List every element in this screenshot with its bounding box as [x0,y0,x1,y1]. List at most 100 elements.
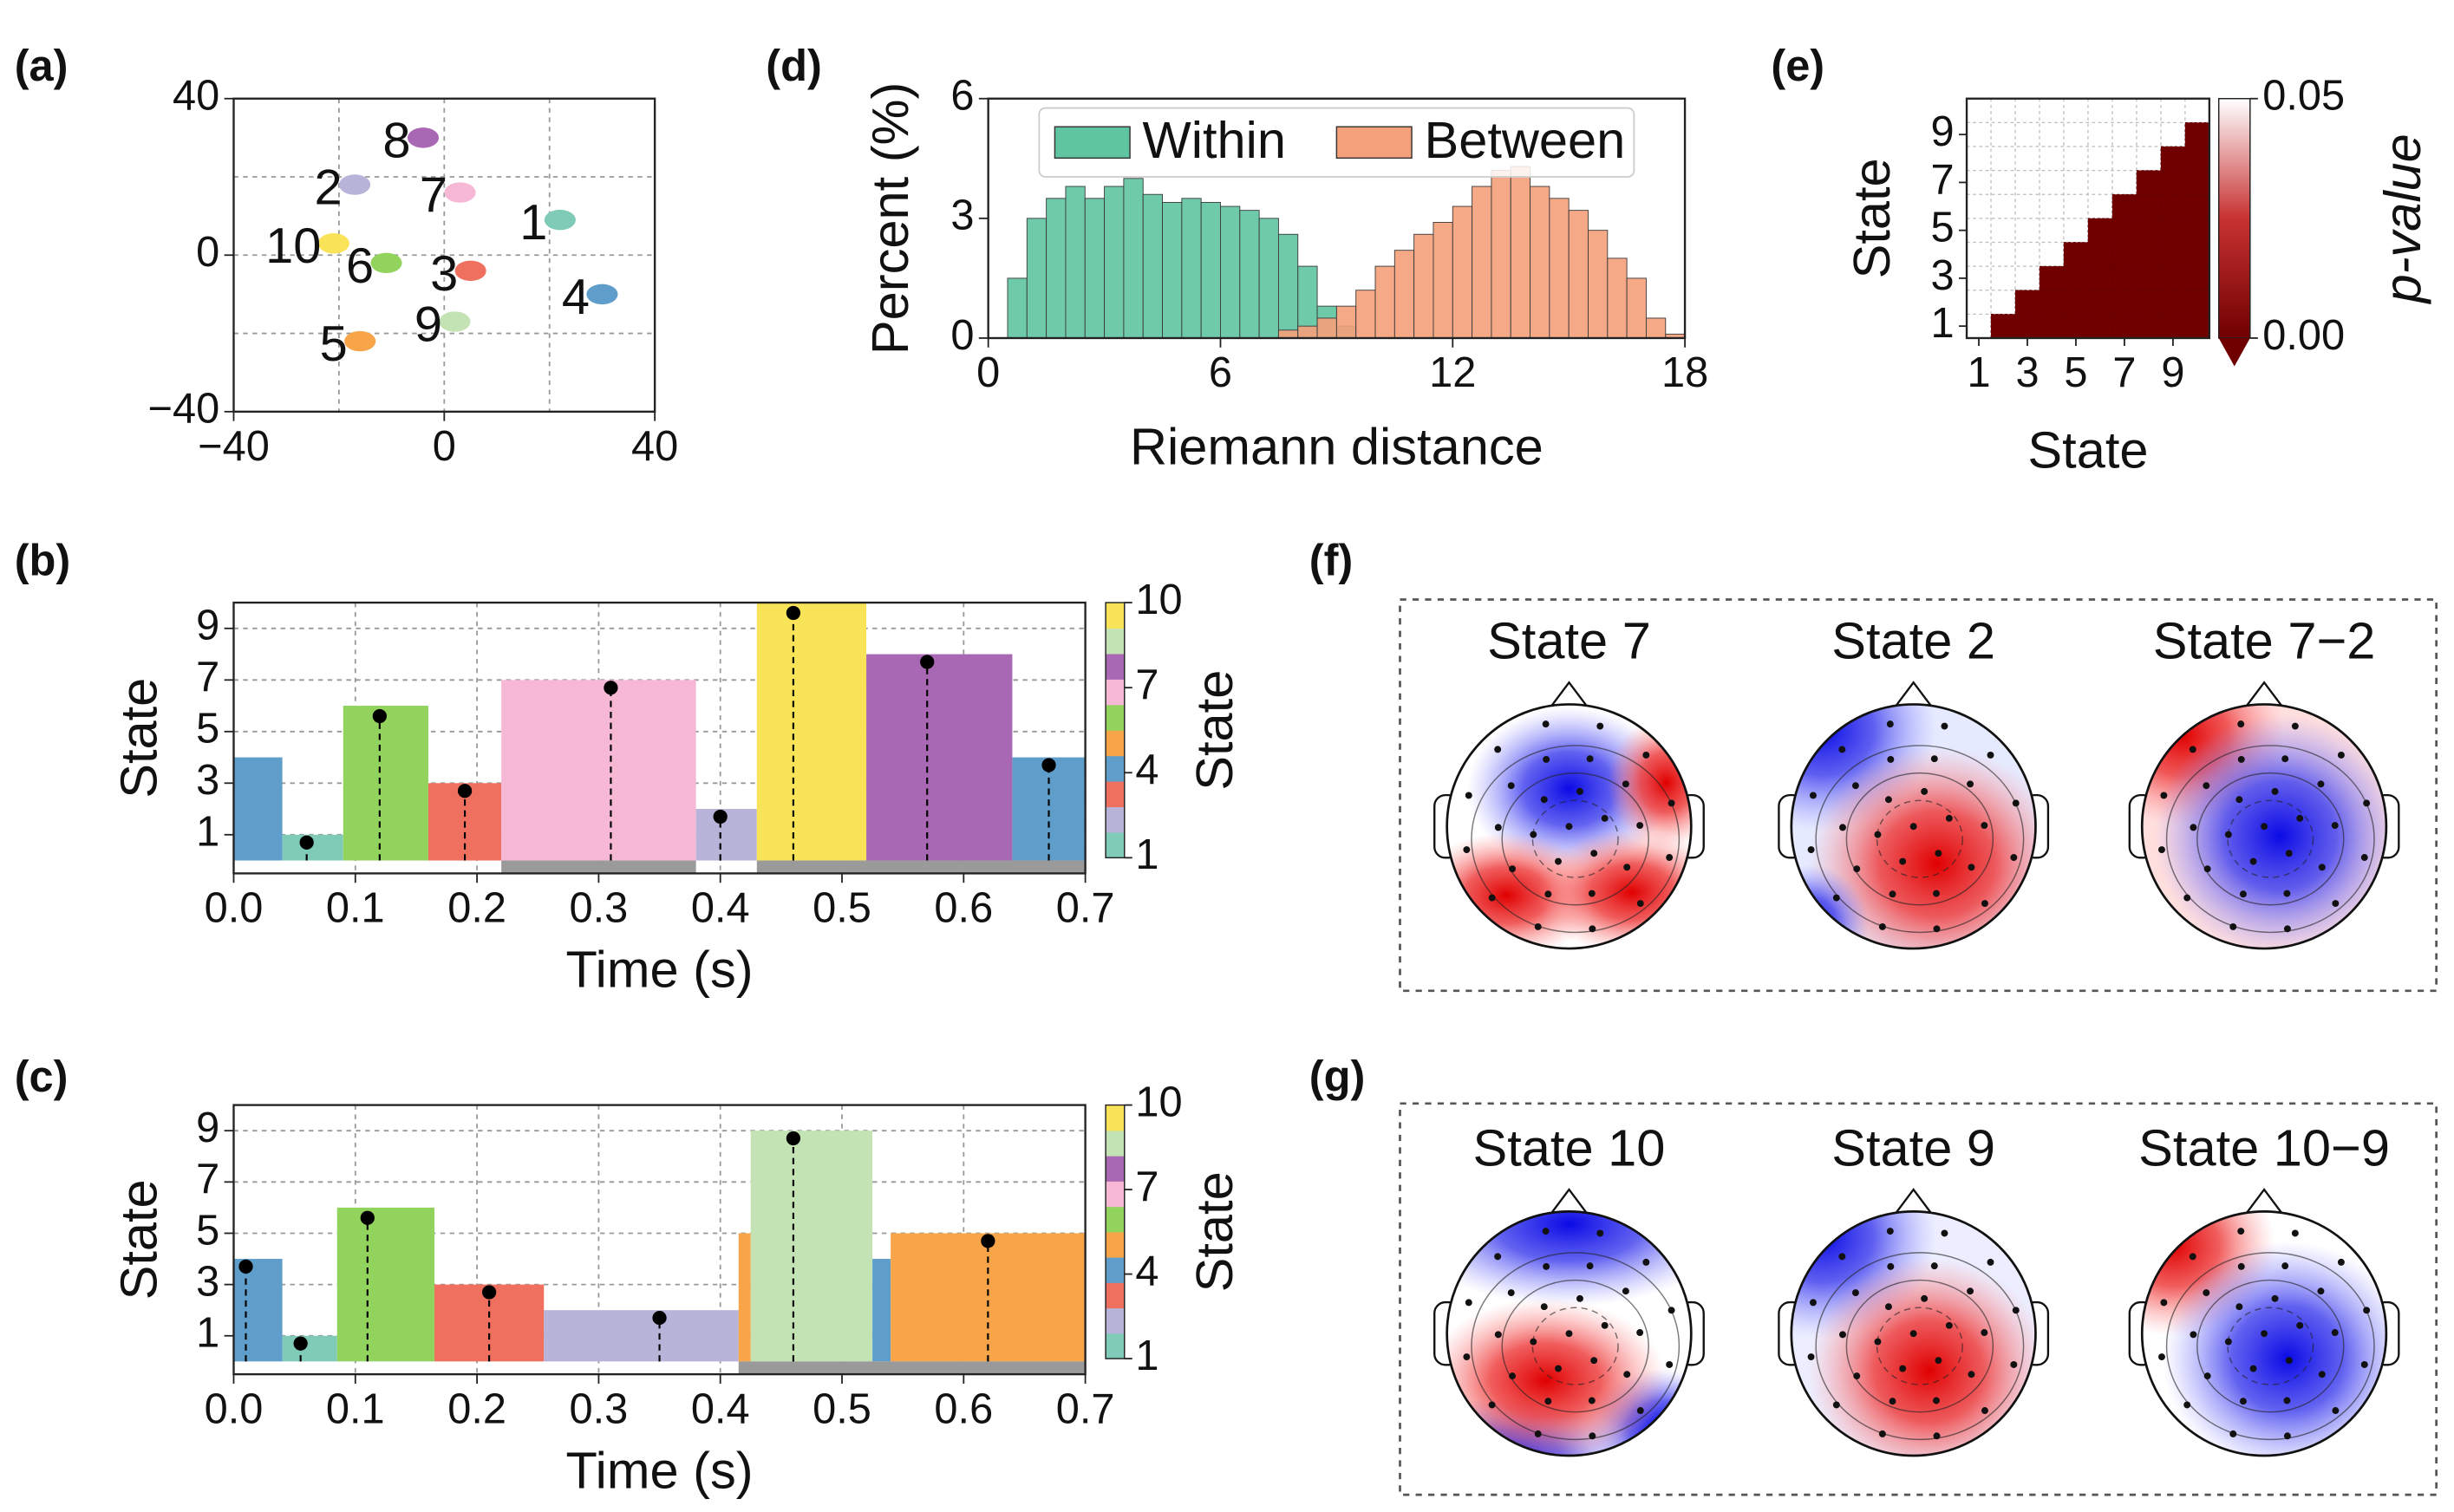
colorbar-band [1106,1156,1125,1182]
colorbar-band [1106,1333,1125,1359]
y-tick-label: 1 [196,809,219,856]
electrode [1933,1397,1940,1404]
colorbar-tick-label: 4 [1135,746,1158,793]
heat-cell [2014,290,2040,316]
electrode [2237,1228,2245,1235]
heat-cell [2039,265,2065,291]
electrode [2318,1371,2326,1378]
heat-cell [2063,242,2089,267]
y-tick-label: 7 [196,654,219,701]
electrode [1601,1321,1609,1329]
electrode [1921,1294,1929,1302]
electrode [2229,922,2237,930]
heat-cell [2184,242,2210,267]
hist-bar [1413,233,1434,339]
head-outline [2140,703,2388,950]
electrode [2271,1294,2279,1302]
electrode [1590,850,1598,857]
y-tick-label: 3 [196,1258,219,1305]
contour [1501,1279,1649,1413]
colorbar-label: p-value [2373,134,2431,304]
electrode [2235,1303,2243,1311]
heat-cell [2136,242,2162,267]
electrode [2010,1361,2018,1368]
contour [1815,745,2025,934]
y-tick-label: 5 [1930,205,1954,251]
map-title: State 9 [1831,1118,1995,1176]
head-outline [2140,1210,2388,1457]
electrode [1933,890,1940,897]
cluster-label: 9 [414,297,442,352]
hist-bar [1200,201,1221,339]
colorbar-frame [1105,602,1126,859]
electrode [2317,1287,2325,1295]
colorbar-tick-label: 1 [1135,1333,1158,1379]
x-axis-label: Riemann distance [1130,418,1544,476]
hist-bar [1316,317,1337,339]
electrode [1668,1307,1675,1314]
colorbar-band [1106,730,1125,757]
x-tick-label: 6 [1209,349,1232,396]
x-tick-label: 0.4 [691,1385,750,1432]
electrode [1968,1371,1975,1378]
electrode [1586,755,1594,763]
hist-bar [1530,186,1550,339]
point [652,1310,667,1326]
electrode [1874,831,1882,838]
x-tick-label: 0.3 [570,1385,629,1432]
colorbar-band [1106,704,1125,731]
electrode [1909,823,1917,831]
map-title: State 10 [1473,1118,1666,1176]
electrode [1530,1338,1537,1346]
x-tick-label: 0.1 [326,1385,385,1432]
state-segment [282,834,343,861]
electrode [1887,1262,1895,1270]
map-title: State 7 [1487,612,1651,670]
point [713,809,728,824]
heat-cell [2184,170,2210,196]
y-tick-label: 9 [196,603,219,649]
y-tick-label: 3 [950,192,974,239]
hist-bar [1239,210,1260,339]
electrode [1509,865,1517,873]
map-blob [1807,1257,2036,1457]
state-segment [544,1310,739,1362]
hist-bar [1355,290,1376,339]
electrode [1921,787,1929,795]
x-tick-label: 18 [1661,349,1708,396]
map-blob [1607,715,1692,850]
x-tick-label: 0.5 [813,1385,871,1432]
electrode [1507,782,1515,790]
y-tick-label: 0 [950,312,974,359]
electrode [1886,720,1894,728]
cluster [444,182,476,203]
colorbar-band [1106,1105,1125,1131]
electrode [1534,1430,1542,1437]
hist-bar [1393,250,1415,339]
x-tick-label: 0.5 [813,885,871,932]
contour [2196,772,2345,906]
electrode [1543,755,1550,763]
electrode [2237,1262,2245,1270]
electrode [1636,822,1644,830]
electrode [1838,1253,1846,1261]
electrode [2283,925,2291,933]
electrode [2012,1307,2020,1314]
electrode [1636,1329,1644,1337]
electrode [2337,751,2345,759]
electrode [2331,1329,2339,1337]
map-title: State 10−9 [2138,1118,2390,1176]
y-tick-label: 9 [1930,108,1954,155]
electrode [1576,787,1583,795]
electrode [1642,1258,1650,1266]
cluster-label: 4 [562,270,590,325]
point [1041,758,1056,772]
y-axis-label: State [110,678,168,798]
electrode [1601,814,1609,822]
state-segment [336,1207,434,1362]
electrode [2317,780,2325,788]
electrode [2285,850,2293,857]
electrode [1636,900,1644,908]
topomap [1791,1211,2036,1457]
electrode [1968,864,1975,871]
